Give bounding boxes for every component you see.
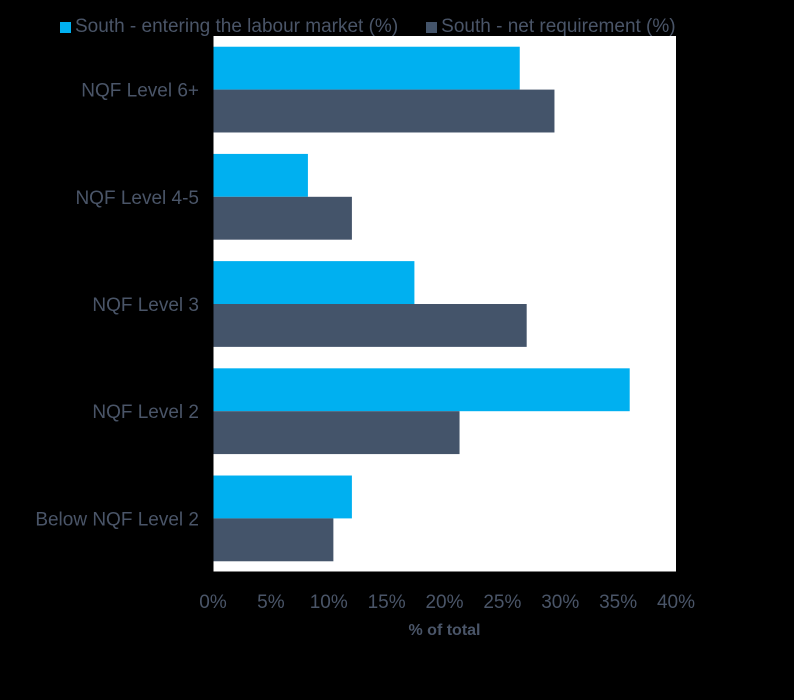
- legend-swatch-requirement: [426, 21, 438, 33]
- x-tick-label: 20%: [425, 592, 463, 613]
- bar-entering-2: [213, 153, 308, 197]
- category-label: NQF Level 2: [92, 402, 199, 423]
- category-label: NQF Level 4-5: [75, 188, 199, 209]
- legend-swatch-entering: [60, 21, 71, 33]
- x-tick-label: 40%: [657, 592, 695, 613]
- bar-entering-3: [213, 261, 415, 304]
- bar-requirement-2: [213, 196, 352, 240]
- x-tick-label: 0%: [199, 592, 227, 613]
- bar-requirement-4: [213, 411, 460, 455]
- bar-requirement-3: [213, 304, 527, 347]
- legend-item-requirement: South - net requirement (%): [426, 16, 676, 38]
- category-label: NQF Level 6+: [81, 81, 199, 102]
- category-label: Below NQF Level 2: [35, 509, 199, 530]
- legend-label-requirement: South - net requirement (%): [441, 16, 676, 37]
- legend: South - entering the labour market (%) S…: [60, 16, 676, 38]
- x-tick-label: 10%: [310, 592, 348, 613]
- category-label: NQF Level 3: [92, 295, 199, 316]
- x-tick-label: 15%: [368, 592, 406, 613]
- bar-requirement-5: [213, 518, 334, 562]
- bar-entering-4: [213, 368, 630, 412]
- bar-entering-1: [213, 46, 520, 90]
- bar-requirement-1: [213, 89, 555, 133]
- x-tick-label: 5%: [257, 592, 285, 613]
- x-tick-label: 30%: [541, 592, 579, 613]
- bar-entering-5: [213, 475, 352, 519]
- x-axis-title: % of total: [408, 622, 481, 639]
- x-tick-label: 35%: [599, 592, 637, 613]
- legend-item-entering: South - entering the labour market (%): [60, 16, 398, 38]
- x-tick-label: 25%: [483, 592, 521, 613]
- legend-label-entering: South - entering the labour market (%): [75, 16, 399, 37]
